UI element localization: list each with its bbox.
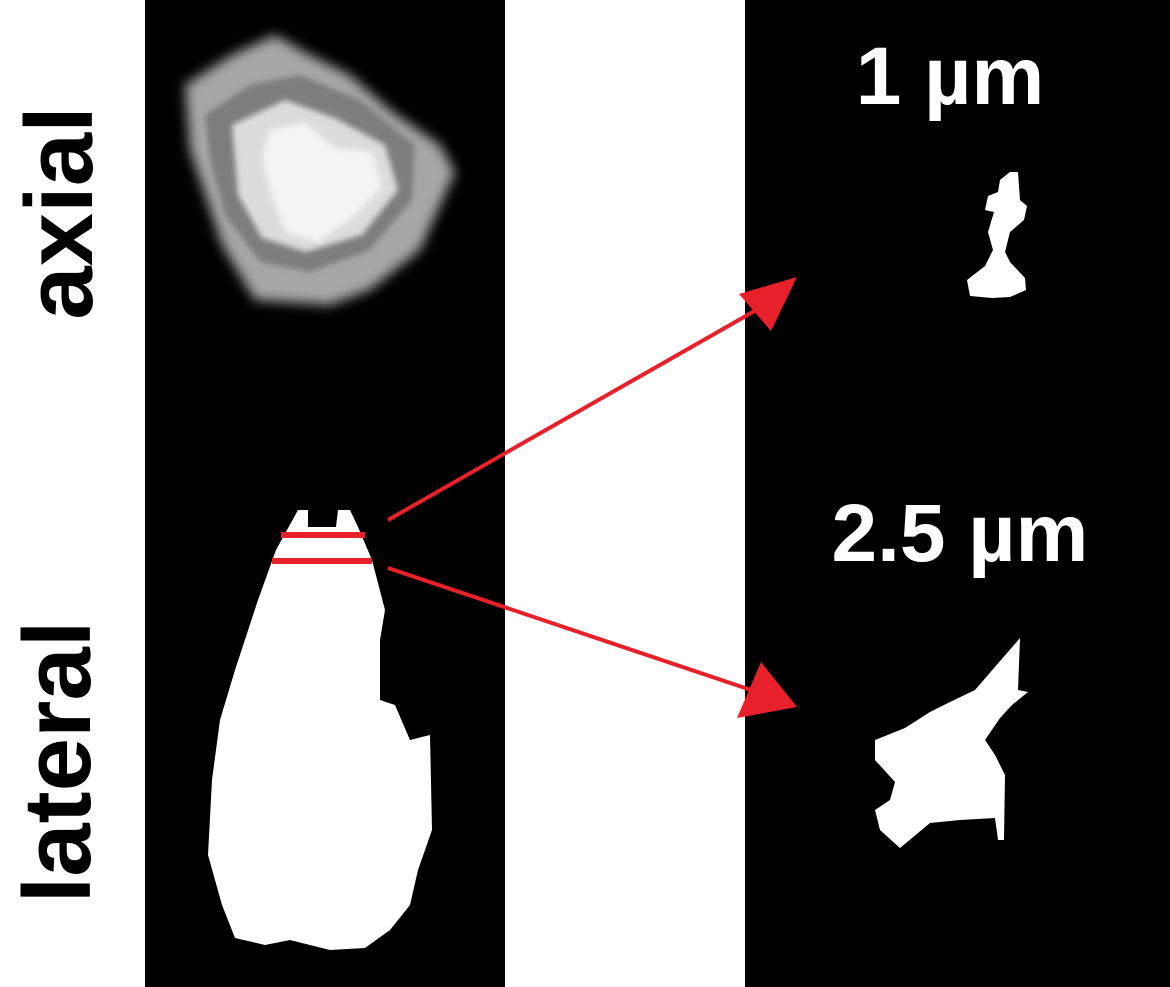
arrow-line-top (387, 303, 766, 522)
slice-2-5um-shape (875, 638, 1028, 848)
slice-depth-label-2: 2.5 µm (831, 488, 1089, 579)
slice-depth-label-1: 1 µm (855, 31, 1045, 122)
slice-1um-shape (967, 172, 1027, 298)
arrow-head-icon (739, 277, 797, 331)
arrow-line-bottom (387, 566, 761, 695)
lateral-cross-section (208, 510, 432, 950)
right-image-panel (745, 0, 1170, 987)
arrow-head-icon (737, 662, 797, 718)
axial-cross-section (185, 35, 455, 305)
